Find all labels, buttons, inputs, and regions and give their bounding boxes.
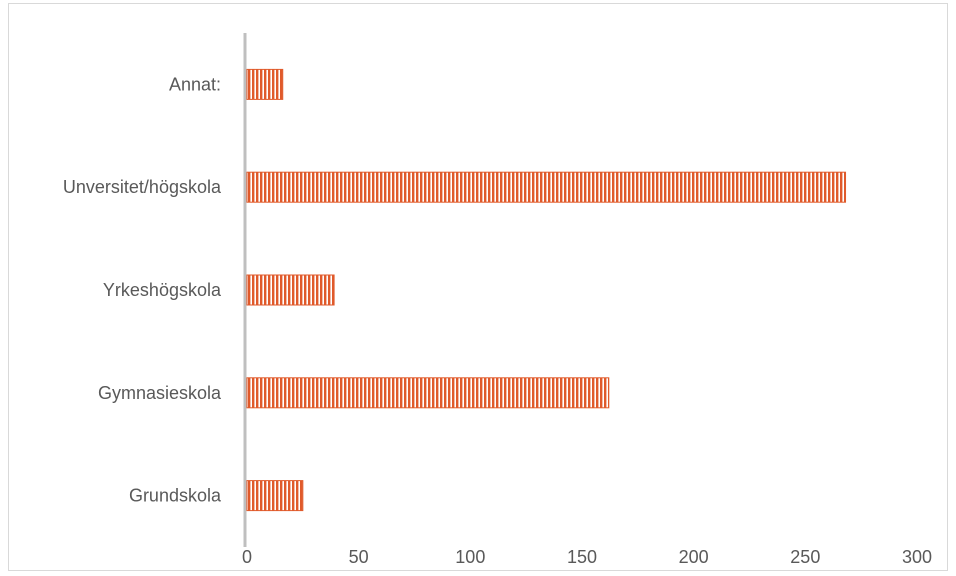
x-tick-label: 50 [349, 547, 369, 567]
category-label: Gymnasieskola [98, 383, 222, 403]
x-tick-label: 200 [679, 547, 709, 567]
bar [246, 274, 335, 306]
category-label: Yrkeshögskola [103, 280, 222, 300]
category-label: Grundskola [129, 486, 222, 506]
x-tick-label: 100 [455, 547, 485, 567]
chart-frame [8, 3, 948, 571]
bar [246, 480, 304, 512]
x-tick-label: 0 [242, 547, 252, 567]
category-label: Unversitet/högskola [63, 177, 222, 197]
x-axis-tick-labels: 0 50 100 150 200 250 300 [242, 547, 932, 567]
category-label: Annat: [169, 74, 221, 94]
bars-layer [246, 68, 847, 512]
x-tick-label: 300 [902, 547, 932, 567]
bar [246, 171, 847, 203]
category-labels: Grundskola Gymnasieskola Yrkeshögskola Unve… [63, 74, 222, 505]
x-tick-label: 250 [790, 547, 820, 567]
bar [246, 377, 610, 409]
x-tick-label: 150 [567, 547, 597, 567]
bar [246, 68, 284, 100]
